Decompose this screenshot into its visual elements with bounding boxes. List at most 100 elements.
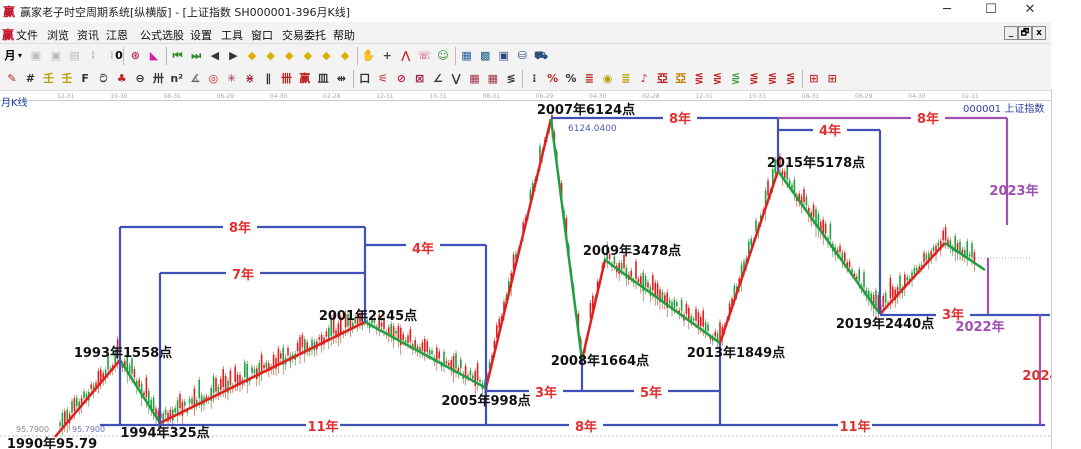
last-icon[interactable]: ⏭	[191, 49, 202, 62]
crosshair-icon[interactable]: +	[382, 49, 392, 62]
coin-icon[interactable]: ◉	[602, 72, 613, 85]
window-icon[interactable]: ▣	[50, 49, 62, 62]
pct-icon[interactable]: %	[565, 72, 577, 85]
stack-icon[interactable]: ≣	[621, 72, 631, 85]
candle	[205, 396, 208, 400]
gann-icon[interactable]: 卌	[281, 72, 292, 85]
split-icon[interactable]: ⇹	[336, 72, 346, 85]
save-icon[interactable]: ▣	[498, 49, 509, 62]
box-icon[interactable]: 口	[359, 72, 371, 85]
menu-0[interactable]: 文件	[16, 29, 38, 42]
network-icon[interactable]: ⛁	[517, 49, 527, 62]
diamond-icon[interactable]: ◆	[284, 49, 294, 62]
calculator-icon[interactable]: ▩	[479, 49, 491, 62]
ruler-icon[interactable]: ⁝	[532, 72, 537, 85]
chart-small2-icon[interactable]: ⁞	[109, 49, 114, 62]
mdi-minimize-button[interactable]: _	[1004, 26, 1018, 40]
spiral-icon[interactable]: ට	[99, 72, 108, 85]
diamond-icon[interactable]: ◆	[266, 49, 275, 62]
slash-icon[interactable]: ≶	[506, 72, 516, 85]
candle	[318, 337, 320, 340]
grid-icon[interactable]: ⊞	[809, 72, 819, 85]
time-tick: 06-29	[216, 93, 235, 100]
menu-6[interactable]: 工具	[221, 29, 243, 42]
wave-icon[interactable]: ⋁	[451, 72, 461, 85]
left-icon[interactable]: ◀	[210, 49, 220, 62]
menu-4[interactable]: 公式选股	[140, 29, 184, 42]
candle	[431, 350, 433, 355]
doc-icon[interactable]: ▤	[69, 49, 80, 62]
menu-5[interactable]: 设置	[190, 29, 212, 42]
calendar-icon[interactable]: ▦	[461, 49, 472, 62]
brush-icon[interactable]: ♣	[116, 72, 127, 85]
right-icon[interactable]: ▶	[229, 49, 238, 62]
angle2-icon[interactable]: ∠	[432, 72, 443, 85]
pct-red-icon[interactable]: %	[547, 72, 559, 85]
uptrend-line	[159, 320, 366, 425]
n2-icon[interactable]: n²	[170, 72, 184, 85]
gold3-icon[interactable]: 亞	[657, 72, 668, 85]
diamond-icon[interactable]: ◆	[303, 49, 313, 62]
period-dropdown-icon[interactable]: ▾	[17, 51, 22, 60]
mesh-icon[interactable]: ⋇	[245, 72, 255, 85]
lines7-icon[interactable]: ⋚	[785, 72, 796, 85]
angle-icon[interactable]: ∡	[190, 72, 200, 85]
pointer-icon[interactable]: ♪	[640, 72, 648, 85]
flag-icon[interactable]: ◣	[149, 49, 159, 62]
diamond-icon[interactable]: ◆	[247, 49, 257, 62]
chat-icon[interactable]: ☏	[417, 49, 432, 62]
mdi-restore-button[interactable]: 🗗	[1018, 26, 1032, 40]
win-icon[interactable]: 赢	[299, 72, 311, 85]
circle-icon[interactable]: ⊖	[135, 72, 145, 85]
table-icon[interactable]: ▦	[469, 72, 480, 85]
mdi-close-button[interactable]: x	[1032, 26, 1046, 40]
minimize-button[interactable]: ─	[943, 2, 951, 17]
maximize-button[interactable]: ☐	[985, 2, 997, 17]
window-icon[interactable]: ▣	[30, 49, 42, 62]
fan-icon[interactable]: ⚟	[378, 72, 388, 85]
menu-3[interactable]: 江恩	[106, 29, 128, 42]
chart-small-icon[interactable]: ⁞	[91, 49, 96, 62]
zoom-select[interactable]: 0	[115, 49, 123, 62]
fib-icon[interactable]: F	[81, 72, 89, 85]
period-select[interactable]: 月	[4, 49, 16, 62]
kline-chart[interactable]: 8年 7年 4年 11年 8年 3年 5年 8年 4年 8年 3年 11年 2023年 2022年 2024…	[0, 92, 1051, 449]
lines2-icon[interactable]: ⋚	[694, 72, 704, 85]
pct2-icon[interactable]: ≣	[584, 72, 594, 85]
gold2-icon[interactable]: 壬	[61, 72, 73, 85]
lines6-icon[interactable]: ⋚	[767, 72, 777, 85]
people-icon[interactable]: ☺	[437, 49, 449, 62]
hand-icon[interactable]: ✋	[361, 49, 376, 62]
bars-icon[interactable]: 皿	[317, 72, 329, 85]
table2-icon[interactable]: ▦	[487, 72, 498, 85]
grid2-icon[interactable]: ⊞	[827, 72, 837, 85]
fan2-icon[interactable]: ⊘	[396, 72, 406, 85]
menu-7[interactable]: 窗口	[251, 29, 273, 42]
menu-9[interactable]: 帮助	[333, 29, 355, 42]
candle	[656, 283, 659, 297]
pen-icon[interactable]: ✎	[7, 72, 17, 85]
first-icon[interactable]: ⏮	[172, 49, 183, 62]
truck-icon[interactable]: ⛟	[534, 49, 548, 62]
diamond-icon[interactable]: ◆	[340, 49, 350, 62]
menu-8[interactable]: 交易委托	[282, 29, 326, 42]
lines-icon[interactable]: ∥	[265, 72, 271, 85]
star-icon[interactable]: ✳	[226, 72, 237, 85]
candle	[332, 314, 335, 334]
lines5-icon[interactable]: ⋚	[749, 72, 759, 85]
close-button[interactable]: ✕	[1024, 2, 1036, 17]
diamond-icon[interactable]: ◆	[322, 49, 331, 62]
trend-icon[interactable]: ⋀	[401, 49, 411, 62]
hash-icon[interactable]: 卅	[152, 72, 164, 85]
cycle-icon[interactable]: ⊛	[130, 49, 140, 62]
fan3-icon[interactable]: ⊠	[414, 72, 425, 85]
menu-1[interactable]: 浏览	[47, 29, 69, 42]
candle	[620, 262, 623, 270]
lines3-icon[interactable]: ⋚	[712, 72, 722, 85]
menu-2[interactable]: 资讯	[77, 29, 99, 42]
gold4-icon[interactable]: 亞	[675, 72, 687, 85]
grid-lines-icon[interactable]: #	[25, 72, 35, 85]
gold-icon[interactable]: 壬	[43, 72, 55, 85]
lines4-icon[interactable]: ⋚	[731, 72, 741, 85]
target-icon[interactable]: ◎	[208, 72, 219, 85]
